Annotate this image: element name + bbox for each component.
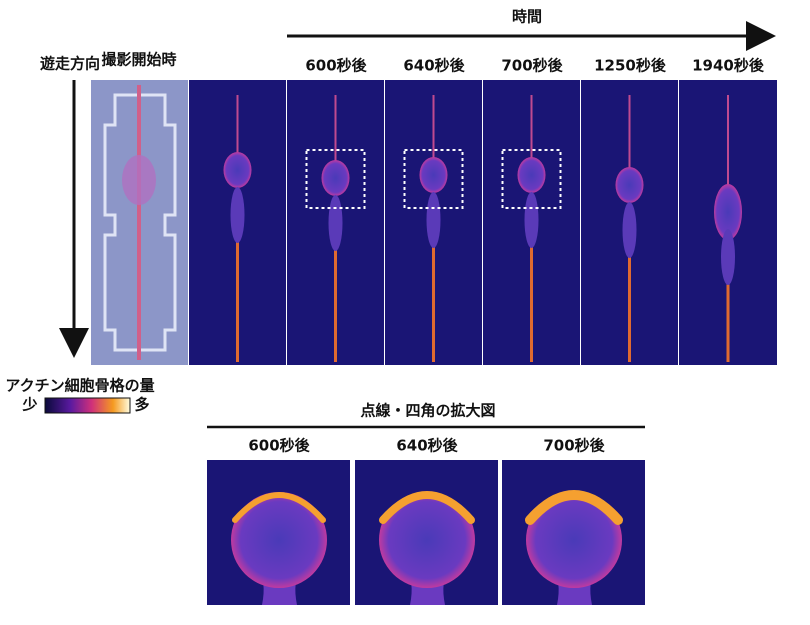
cell-body	[714, 184, 742, 240]
cell-neck	[426, 192, 441, 248]
zoom-box	[305, 149, 366, 209]
cell-neck	[721, 229, 735, 285]
zoom-cell	[231, 492, 327, 588]
zoom-box	[501, 149, 562, 209]
cell-neck	[328, 195, 343, 251]
time-label: 時間	[512, 8, 542, 26]
channel	[103, 93, 177, 352]
zoom-actin	[379, 491, 475, 524]
colorbar-high: 多	[134, 396, 149, 414]
colorbar	[44, 397, 131, 414]
direction-label: 遊走方向	[40, 55, 100, 73]
zoom-actin	[525, 490, 623, 525]
panels	[91, 80, 777, 605]
panel-label: 640秒後	[403, 57, 465, 75]
zoom-actin	[232, 492, 326, 523]
zoom-cell	[379, 492, 475, 588]
panel-label: 700秒後	[501, 57, 563, 75]
cell-neck	[524, 192, 539, 248]
colorbar-low: 少	[21, 396, 37, 414]
panel-label: 撮影開始時	[101, 51, 176, 69]
zoom-box	[403, 149, 464, 209]
zoom-label: 640秒後	[396, 437, 458, 455]
panel-label: 600秒後	[305, 57, 367, 75]
zoom-cell	[526, 492, 622, 588]
zoom-title: 点線・四角の拡大図	[360, 402, 495, 420]
panel-label: 1940秒後	[692, 57, 765, 75]
cell-neck	[230, 187, 245, 243]
zoom-label: 700秒後	[543, 437, 605, 455]
cell-body	[122, 155, 156, 205]
cell-neck	[622, 202, 637, 258]
cell-body	[615, 167, 644, 203]
cell-body	[517, 157, 546, 193]
zoom-label: 600秒後	[248, 437, 310, 455]
panel-label: 1250秒後	[594, 57, 667, 75]
cell-body	[419, 157, 448, 193]
cell-body	[321, 160, 350, 196]
colorbar-title: アクチン細胞骨格の量	[5, 377, 154, 395]
cell-body	[223, 152, 252, 188]
